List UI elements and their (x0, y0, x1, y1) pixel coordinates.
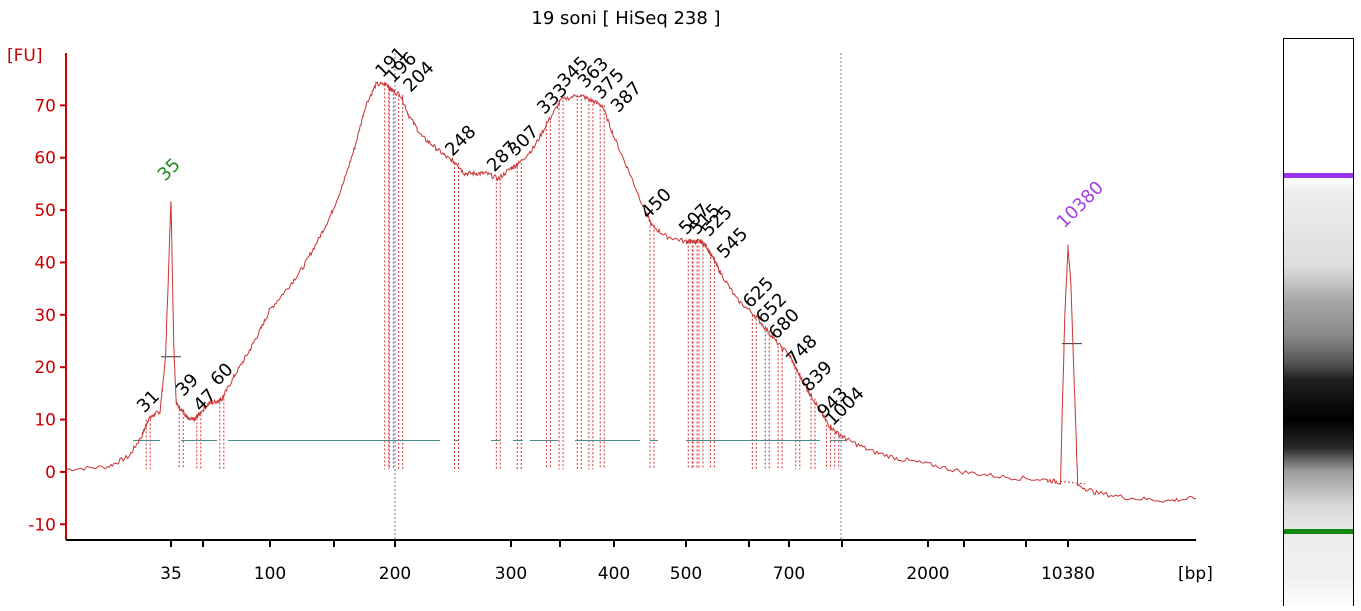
axes: -10 0 10 20 30 40 50 60 70 35 100 200 300 400 500 700 20… (28, 53, 1196, 584)
peak-label: 60 (207, 359, 238, 390)
y-tick-label: 0 (45, 463, 56, 483)
peak-droplines (145, 84, 1086, 485)
trace-series (65, 81, 1197, 503)
upper-marker-band (1284, 173, 1353, 178)
x-tick-label: 10380 (1041, 564, 1095, 584)
x-tick-label: 200 (379, 564, 411, 584)
x-tick-label: 700 (773, 564, 805, 584)
peak-label: 10380 (1053, 177, 1108, 232)
y-tick-label: 20 (34, 358, 56, 378)
y-tick-label: 10 (34, 411, 56, 431)
trace-line (65, 81, 1197, 503)
electropherogram-chart: 19 soni [ HiSeq 238 ] [FU] [bp] -10 0 10 20… (7, 8, 1213, 584)
x-axis-label: [bp] (1178, 564, 1213, 584)
x-tick-label: 35 (160, 564, 182, 584)
y-tick-label: 40 (34, 253, 56, 273)
x-tick-label: 2000 (906, 564, 949, 584)
y-tick-label: -10 (28, 515, 56, 535)
marker-baseline (1059, 480, 1086, 485)
x-tick-label: 300 (495, 564, 527, 584)
y-tick-label: 30 (34, 306, 56, 326)
chart-title: 19 soni [ HiSeq 238 ] (531, 8, 720, 29)
y-tick-label: 70 (34, 96, 56, 116)
gel-smear (1284, 39, 1353, 607)
gel-lane (1283, 38, 1354, 607)
lower-marker-band (1284, 529, 1353, 534)
peak-label: 35 (154, 154, 185, 185)
x-tick-label: 100 (254, 564, 286, 584)
y-axis-label: [FU] (7, 46, 43, 66)
gel-image (1284, 39, 1353, 607)
y-tick-label: 50 (34, 201, 56, 221)
x-tick-label: 500 (670, 564, 702, 584)
x-tick-label: 400 (598, 564, 630, 584)
peak-label: 450 (637, 184, 676, 223)
y-tick-label: 60 (34, 149, 56, 169)
peak-label: 248 (441, 121, 480, 160)
